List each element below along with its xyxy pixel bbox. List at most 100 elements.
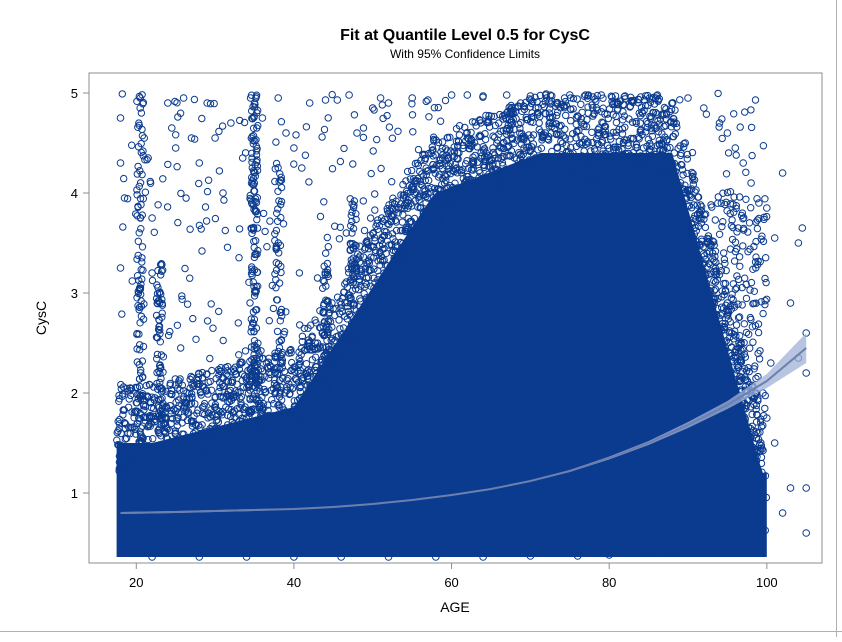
scatter-point [379,326,387,334]
scatter-point [576,361,584,369]
scatter-point [277,383,285,391]
scatter-point [721,287,729,295]
scatter-point [138,258,146,266]
scatter-point [262,388,270,396]
scatter-point [646,302,654,310]
scatter-point [519,159,527,167]
scatter-point [150,228,159,237]
scatter-point [593,360,601,369]
scatter-point [158,295,166,304]
scatter-point [126,384,135,392]
scatter-point [715,386,723,395]
scatter-point [173,163,181,171]
scatter-point [742,294,751,303]
scatter-point [290,397,298,405]
scatter-point [406,227,414,235]
scatter-point [397,249,405,257]
outlier-point [770,234,779,242]
scatter-point [708,294,716,302]
scatter-point [324,243,332,251]
scatter-point [669,132,678,141]
scatter-point [600,243,608,251]
scatter-point [263,412,272,420]
outlier-point [526,92,535,100]
scatter-point [464,135,473,143]
scatter-point [198,374,207,382]
scatter-point [335,316,343,324]
scatter-point [369,254,378,262]
scatter-point [607,92,615,100]
scatter-point [139,147,147,155]
scatter-point [215,167,224,175]
scatter-point [471,118,479,126]
scatter-point [345,268,353,277]
scatter-point [297,393,306,401]
outlier-point [408,94,417,102]
scatter-point [306,346,314,354]
scatter-point [271,236,279,245]
scatter-point [276,317,284,325]
outlier-point [636,93,645,101]
outlier-point [136,104,144,112]
scatter-point [634,178,642,187]
outlier-point [168,124,176,132]
scatter-point [723,311,731,319]
scatter-point [587,267,596,275]
scatter-point [583,116,591,124]
scatter-point [655,172,663,180]
scatter-point [274,260,283,268]
scatter-point [739,215,747,223]
scatter-point [434,103,442,112]
scatter-point [117,385,126,393]
scatter-point [623,163,631,171]
scatter-point [509,110,518,118]
scatter-point [746,344,754,352]
scatter-point [742,195,750,204]
scatter-point [362,280,371,289]
scatter-point [252,237,260,245]
outlier-point [479,553,487,561]
scatter-point [133,419,142,428]
scatter-point [720,432,728,440]
scatter-point [119,223,127,231]
scatter-point [748,151,756,160]
scatter-point [154,325,163,334]
scatter-point [319,308,327,316]
scatter-point [597,108,606,116]
scatter-point [207,426,215,434]
scatter-point [475,132,483,141]
scatter-point [269,400,278,408]
scatter-point [726,302,735,310]
scatter-point [305,178,313,186]
scatter-point [354,254,363,262]
scatter-point [280,406,288,414]
outlier-point [246,94,255,102]
scatter-point [154,201,162,209]
outlier-point [747,179,755,187]
scatter-point [529,179,537,188]
scatter-point [577,140,585,149]
scatter-point [489,191,498,200]
scatter-point [545,122,553,130]
scatter-point [681,290,690,299]
scatter-point [694,222,703,231]
scatter-point [383,111,391,120]
scatter-point [489,132,497,140]
scatter-point [502,130,511,138]
scatter-point [562,156,571,164]
right-border [836,0,837,637]
scatter-point [136,341,144,349]
scatter-point [563,168,571,176]
scatter-point [356,258,364,266]
outlier-point [321,96,330,104]
scatter-point [703,238,711,246]
scatter-point [250,283,258,291]
scatter-point [744,364,752,372]
scatter-point [735,404,743,413]
scatter-point [153,355,161,363]
scatter-point [180,393,188,401]
scatter-point [500,194,508,202]
scatter-point [441,96,450,105]
scatter-point [373,135,381,144]
scatter-point [134,162,142,171]
